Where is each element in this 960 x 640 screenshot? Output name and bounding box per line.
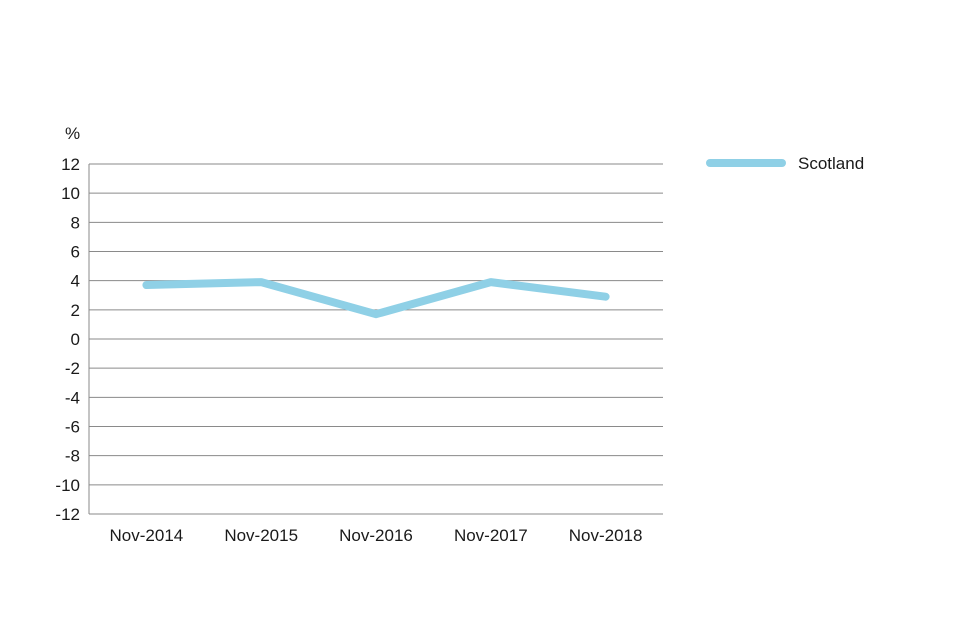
series-line-scotland — [142, 278, 610, 319]
x-tick-label: Nov-2017 — [454, 526, 528, 545]
y-axis-unit-label: % — [65, 124, 80, 143]
y-tick-label: -8 — [65, 447, 80, 466]
y-tick-label: -6 — [65, 418, 80, 437]
y-tick-label: -10 — [55, 476, 80, 495]
y-tick-label: 0 — [71, 330, 80, 349]
x-tick-label: Nov-2015 — [224, 526, 298, 545]
legend-label-scotland: Scotland — [798, 154, 864, 173]
y-tick-label: 8 — [71, 213, 80, 232]
x-tick-label: Nov-2018 — [569, 526, 643, 545]
x-tick-label: Nov-2016 — [339, 526, 413, 545]
y-tick-label: 6 — [71, 243, 80, 262]
y-tick-label: -2 — [65, 359, 80, 378]
y-axis-tick-labels: 12 10 8 6 4 2 0 -2 -4 -6 -8 -10 -12 — [55, 155, 80, 524]
series-lines — [142, 278, 610, 319]
y-tick-label: 12 — [61, 155, 80, 174]
gridlines — [88, 163, 663, 515]
y-tick-label: 2 — [71, 301, 80, 320]
x-axis-tick-labels: Nov-2014 Nov-2015 Nov-2016 Nov-2017 Nov-2018 — [110, 526, 643, 545]
y-tick-label: 4 — [71, 272, 80, 291]
x-tick-label: Nov-2014 — [110, 526, 184, 545]
y-tick-label: -4 — [65, 388, 80, 407]
y-tick-label: 10 — [61, 184, 80, 203]
legend: Scotland — [706, 154, 864, 173]
y-tick-label: -12 — [55, 505, 80, 524]
